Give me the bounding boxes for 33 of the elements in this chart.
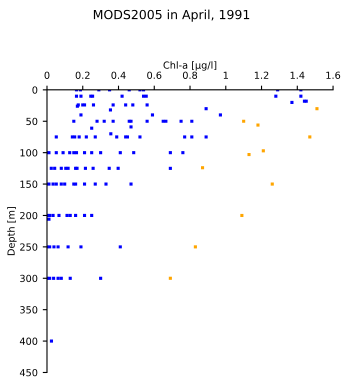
y-tick-label: 50: [26, 118, 38, 126]
chart-title: MODS2005 in April, 1991: [94, 10, 250, 22]
y-tick-label: 350: [20, 306, 38, 314]
y-tick-label: 200: [20, 212, 38, 220]
y-tick-label: 100: [20, 149, 38, 156]
y-tick-label: 300: [20, 274, 38, 282]
x-tick-label: 0.6: [147, 72, 162, 79]
point: [168, 276, 172, 280]
x-tick-label: 1.4: [290, 72, 304, 79]
y-tick-label: 250: [20, 243, 38, 251]
point: [262, 149, 265, 152]
y-tick-label: 450: [20, 368, 38, 376]
x-tick-label: 1.6: [326, 72, 340, 79]
point: [270, 182, 274, 186]
x-tick-label: 1: [224, 72, 228, 79]
x-tick-label: 1.2: [254, 72, 268, 79]
point: [247, 152, 251, 156]
x-tick-label: 0.2: [76, 72, 90, 79]
point: [315, 107, 319, 110]
x-axis-title: Chl-a [μg/l]: [164, 61, 216, 71]
x-tick-label: 0.8: [182, 72, 198, 79]
y-tick-label: 150: [20, 180, 38, 188]
x-tick-label: 0.4: [111, 72, 126, 79]
point: [256, 123, 260, 127]
y-tick-label: 400: [20, 338, 38, 345]
point: [240, 214, 244, 218]
x-tick-label: 0: [44, 72, 50, 79]
y-tick-label: 0: [32, 86, 38, 94]
point: [242, 120, 246, 123]
point: [200, 166, 204, 170]
y-axis-title: Depth [m]: [7, 207, 17, 256]
point: [308, 135, 312, 139]
point: [194, 245, 197, 248]
